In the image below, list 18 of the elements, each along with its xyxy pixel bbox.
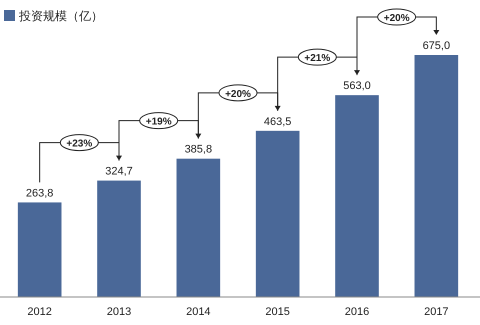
annotation: +23% — [66, 138, 92, 150]
data-label: 463,5 — [264, 116, 292, 128]
data-label: 675,0 — [422, 40, 450, 52]
annotation: +21% — [304, 53, 330, 64]
legend-label: 投资规模（亿） — [18, 9, 103, 23]
x-tick-label: 2017 — [424, 306, 449, 318]
x-tick-label: 2015 — [265, 306, 290, 318]
data-label: 263,8 — [26, 187, 54, 200]
text: +20% — [384, 13, 410, 24]
data-label: 563,0 — [343, 80, 371, 92]
x-tick-label: 2012 — [27, 306, 52, 318]
data-label: 324,7 — [105, 166, 133, 178]
x-tick-label: 2016 — [344, 306, 370, 318]
x-tick-label: 2014 — [186, 306, 211, 318]
data-label: 385,8 — [184, 144, 212, 156]
annotation: +20% — [225, 88, 252, 100]
annotation: +19% — [146, 116, 172, 128]
x-tick-label: 2013 — [106, 306, 132, 318]
